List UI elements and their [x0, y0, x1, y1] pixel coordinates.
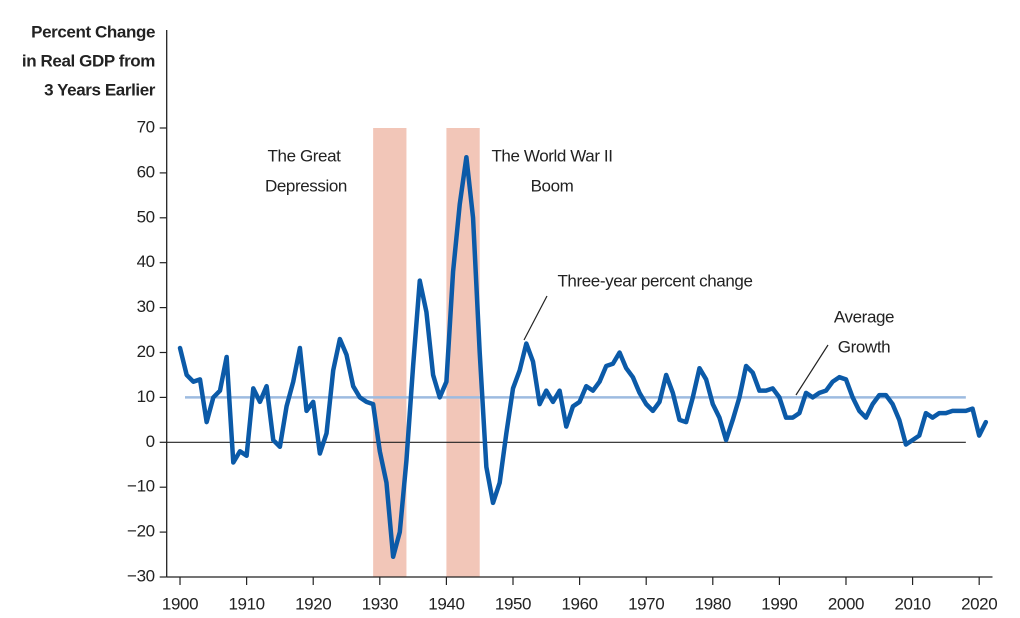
y-tick-label: 10 [137, 387, 155, 406]
x-tick-label: 2000 [828, 594, 864, 613]
y-axis-label: in Real GDP from [22, 51, 155, 70]
y-tick-label: −20 [127, 522, 155, 541]
y-tick-label: −10 [127, 477, 155, 496]
y-tick-label: 50 [137, 207, 155, 226]
x-tick-label: 2020 [961, 594, 997, 613]
x-tick-label: 1990 [761, 594, 797, 613]
data-line [177, 154, 989, 560]
x-tick-label: 1920 [295, 594, 331, 613]
shaded-band [446, 128, 480, 577]
x-tick-label: 1970 [628, 594, 664, 613]
x-tick-label: 2010 [894, 594, 930, 613]
annotation: Boom [531, 176, 574, 195]
x-tick-label: 1910 [229, 594, 265, 613]
y-tick-label: 60 [137, 162, 155, 181]
y-tick-label: 0 [146, 432, 155, 451]
annotation: The World War II [491, 146, 612, 165]
x-tick-label: 1900 [162, 594, 198, 613]
leader-line [795, 344, 829, 396]
y-axis-label: 3 Years Earlier [44, 80, 156, 99]
y-tick-label: 70 [137, 117, 155, 136]
y-tick-label: 30 [137, 297, 155, 316]
annotation: Three-year percent change [557, 271, 752, 290]
annotation: Depression [265, 176, 347, 195]
y-axis-label: Percent Change [31, 22, 155, 41]
annotation: Average [834, 307, 894, 326]
x-tick-label: 1950 [495, 594, 531, 613]
annotation: The Great [268, 146, 342, 165]
annotation: Growth [838, 337, 890, 356]
y-tick-label: 40 [137, 252, 155, 271]
bands [373, 128, 480, 577]
y-tick-label: −30 [127, 566, 155, 585]
x-tick-label: 1940 [428, 594, 464, 613]
x-tick-label: 1980 [695, 594, 731, 613]
x-tick-label: 1930 [362, 594, 398, 613]
y-tick-label: 20 [137, 342, 155, 361]
leader-line [523, 295, 548, 341]
x-tick-label: 1960 [561, 594, 597, 613]
